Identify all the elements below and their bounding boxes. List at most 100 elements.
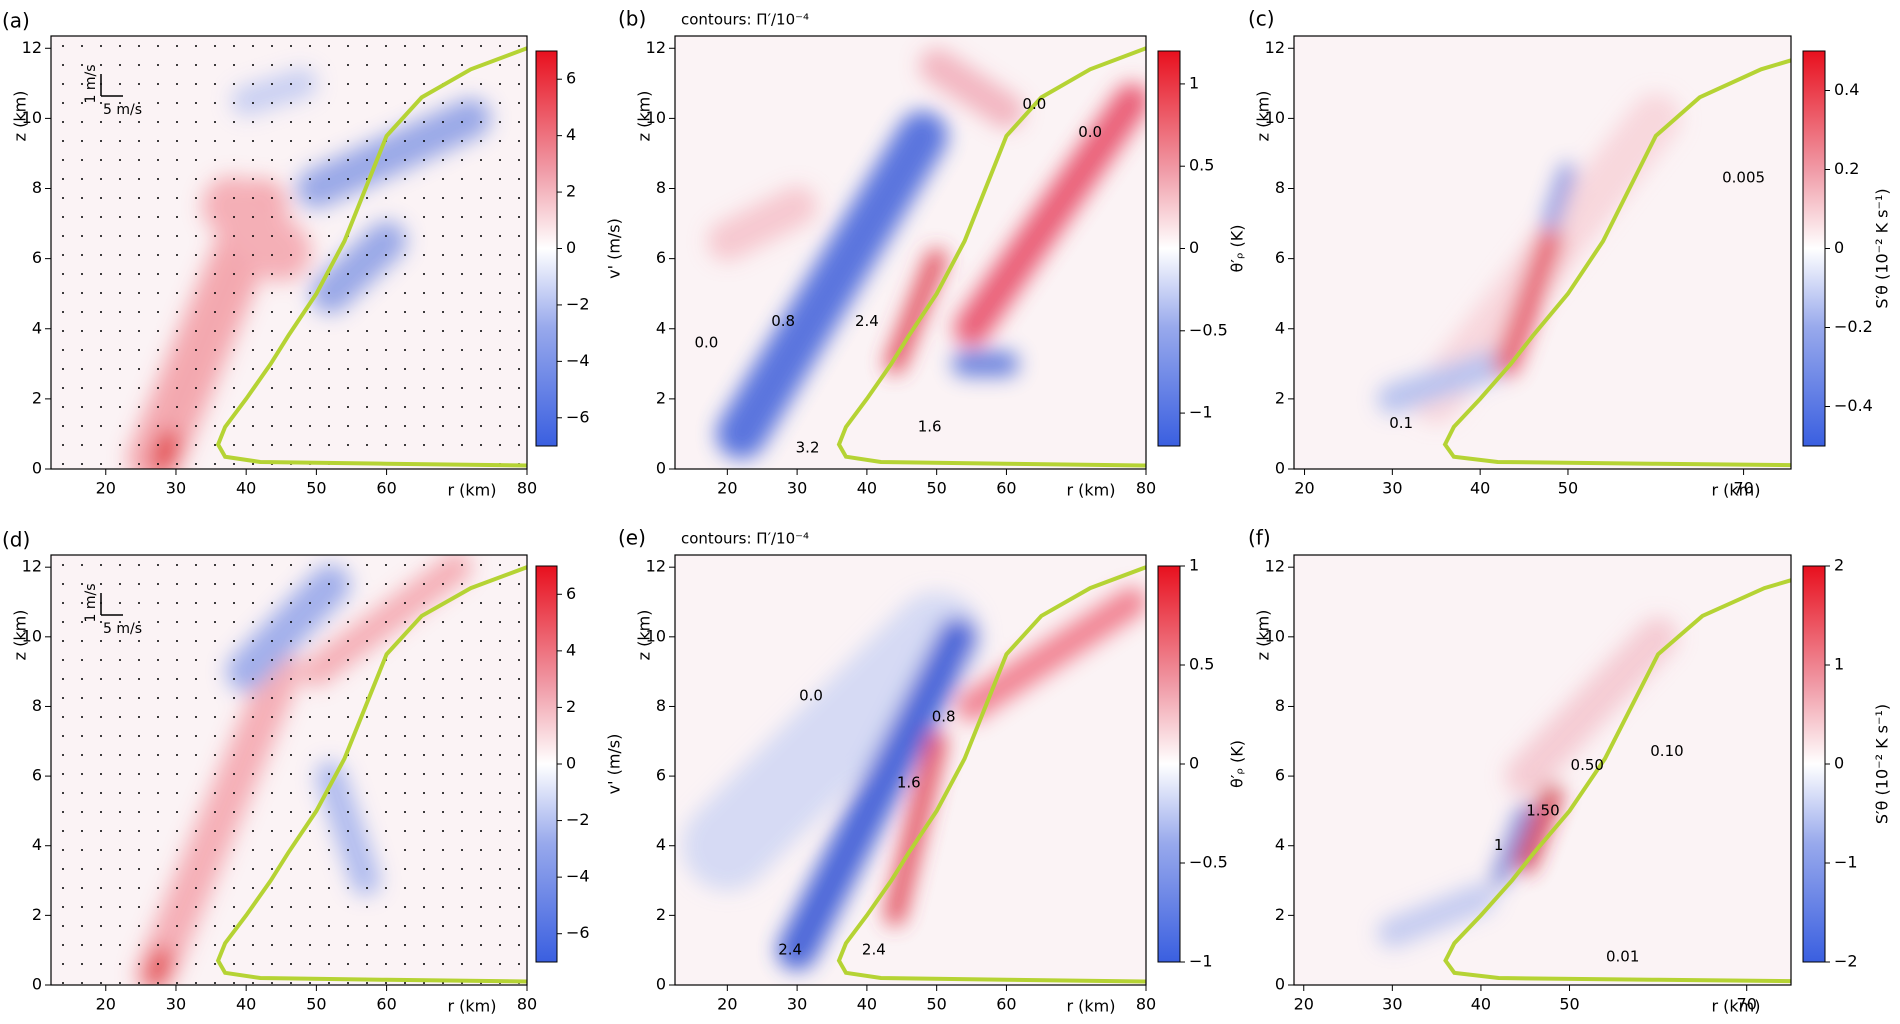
vector-dot (480, 944, 482, 946)
vector-dot (252, 697, 254, 699)
plot-area (51, 555, 527, 985)
vector-dot (271, 792, 273, 794)
shading (1377, 616, 1679, 948)
vector-dot (423, 159, 425, 161)
vector-dot (328, 602, 330, 604)
vector-dot (100, 159, 102, 161)
vector-dot (385, 925, 387, 927)
vector-dot (461, 849, 463, 851)
vector-dot (518, 906, 520, 908)
x-tick-label: 20 (717, 479, 737, 498)
vector-dot (328, 121, 330, 123)
vector-dot (214, 621, 216, 623)
vector-dot (252, 830, 254, 832)
y-tick-label: 8 (656, 696, 666, 715)
vector-dot (176, 273, 178, 275)
vector-dot (480, 849, 482, 851)
vector-dot (195, 121, 197, 123)
vector-dot (100, 982, 102, 984)
vector-dot (271, 311, 273, 313)
vector-dot (404, 754, 406, 756)
vector-dot (290, 564, 292, 566)
vector-dot (309, 906, 311, 908)
vector-dot (290, 216, 292, 218)
vector-dot (366, 102, 368, 104)
vector-dot (480, 311, 482, 313)
vector-dot (195, 273, 197, 275)
vector-dot (480, 735, 482, 737)
vector-dot (62, 887, 64, 889)
vector-dot (252, 792, 254, 794)
vector-dot (157, 621, 159, 623)
vector-dot (100, 64, 102, 66)
vector-dot (404, 368, 406, 370)
vector-dot (423, 811, 425, 813)
vector-dot (404, 583, 406, 585)
vector-dot (100, 583, 102, 585)
shading-band (707, 186, 818, 262)
vector-dot (176, 564, 178, 566)
vector-dot (252, 83, 254, 85)
vector-dot (252, 754, 254, 756)
vector-dot (233, 349, 235, 351)
vector-dot (423, 735, 425, 737)
y-tick-label: 2 (1275, 388, 1285, 407)
vector-dot (214, 64, 216, 66)
contour-label: 0.0 (694, 333, 718, 351)
vector-dot (138, 64, 140, 66)
vector-dot (309, 621, 311, 623)
vector-dot (385, 963, 387, 965)
vector-dot (518, 792, 520, 794)
x-axis-label: r (km) (1712, 997, 1761, 1016)
vector-dot (518, 368, 520, 370)
vector-dot (62, 621, 64, 623)
vector-dot (62, 659, 64, 661)
vector-dot (271, 906, 273, 908)
shading-band (777, 616, 978, 971)
vector-dot (309, 659, 311, 661)
vector-dot (138, 982, 140, 984)
vector-dot (138, 906, 140, 908)
vector-dot (309, 602, 311, 604)
vector-dot (138, 754, 140, 756)
vector-dot (271, 868, 273, 870)
vector-dot (138, 311, 140, 313)
vector-dot (100, 830, 102, 832)
vector-dot (480, 621, 482, 623)
vector-dot (328, 159, 330, 161)
y-tick-label: 0 (32, 975, 42, 994)
shading-band (296, 98, 491, 209)
vector-dot (271, 425, 273, 427)
vector-dot (366, 602, 368, 604)
vector-dot (385, 906, 387, 908)
vector-dot (252, 659, 254, 661)
vector-dot (404, 83, 406, 85)
vector-dot (138, 925, 140, 927)
vector-dot (385, 982, 387, 984)
vector-dot (271, 716, 273, 718)
vector-dot (62, 159, 64, 161)
vector-dot (176, 944, 178, 946)
vector-dot (214, 159, 216, 161)
vector-dot (176, 64, 178, 66)
vector-dot (347, 697, 349, 699)
vector-dot (252, 64, 254, 66)
vector-dot (461, 792, 463, 794)
vector-dot (214, 425, 216, 427)
vector-dot (404, 906, 406, 908)
vector-dot (461, 64, 463, 66)
vector-dot (442, 140, 444, 142)
vector-dot (195, 773, 197, 775)
x-tick-label: 30 (166, 479, 186, 498)
vector-dot (347, 254, 349, 256)
panel-label: (d) (2, 528, 30, 552)
vector-dot (214, 102, 216, 104)
vector-dot (252, 621, 254, 623)
x-axis-label: r (km) (1067, 997, 1116, 1016)
vector-dot (252, 982, 254, 984)
vector-dot (214, 982, 216, 984)
vector-dot (119, 102, 121, 104)
x-tick-label: 60 (996, 995, 1016, 1014)
vector-dot (385, 349, 387, 351)
vector-dot (157, 982, 159, 984)
